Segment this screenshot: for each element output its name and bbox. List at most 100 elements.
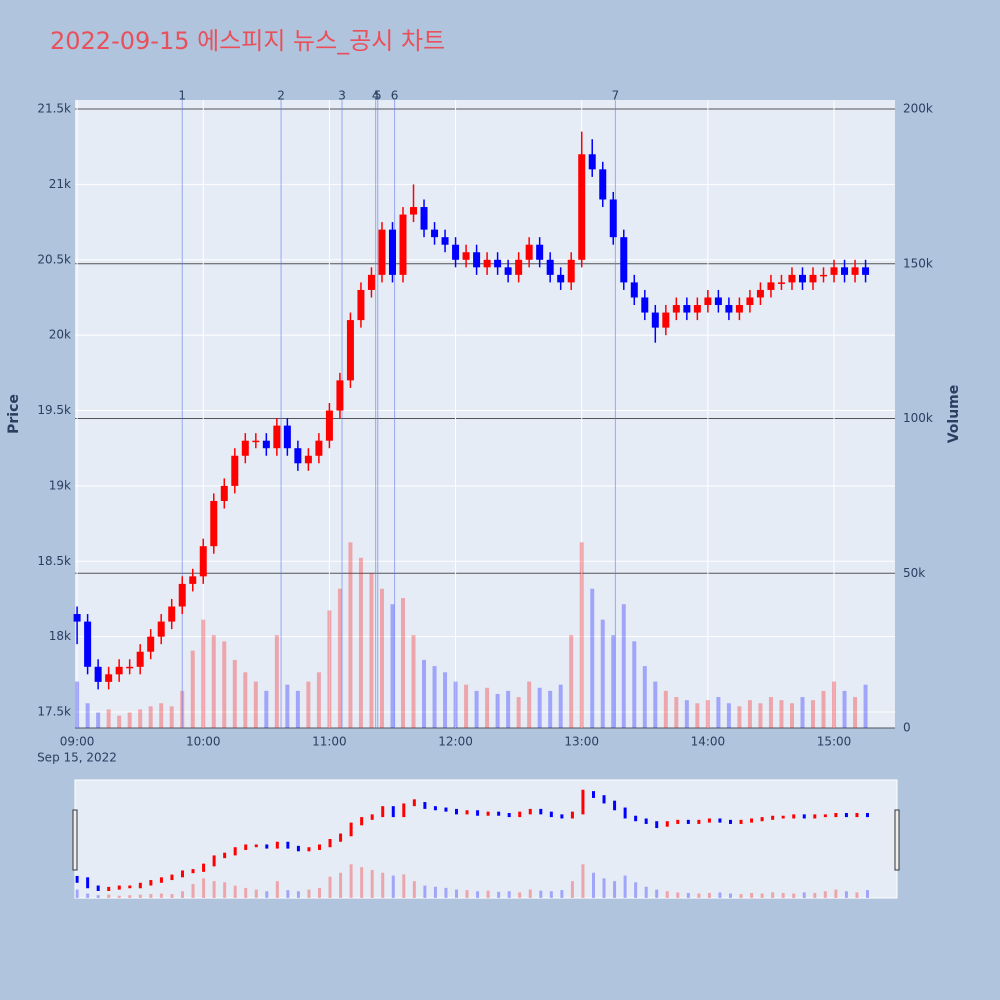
slider-volume-bar bbox=[444, 887, 448, 898]
volume-bar bbox=[306, 681, 311, 728]
slider-handle[interactable] bbox=[894, 809, 900, 871]
candle-body bbox=[536, 244, 544, 260]
slider-volume-bar bbox=[423, 885, 427, 898]
y-tick-label: 21.5k bbox=[37, 102, 71, 116]
volume-bar bbox=[768, 697, 773, 728]
slider-volume-bar bbox=[823, 891, 827, 898]
range-slider[interactable] bbox=[74, 779, 898, 899]
slider-volume-bar bbox=[781, 892, 785, 898]
slider-volume-bar bbox=[180, 891, 184, 898]
slider-volume-bar bbox=[391, 875, 395, 898]
slider-volume-bar bbox=[750, 892, 754, 898]
volume-bar bbox=[653, 681, 658, 728]
slider-volume-bar bbox=[613, 881, 617, 898]
volume-bar bbox=[401, 598, 405, 728]
volume-bar bbox=[106, 709, 111, 728]
candle-body bbox=[525, 244, 533, 260]
volume-bar bbox=[842, 690, 847, 728]
slider-volume-bar bbox=[117, 895, 121, 898]
candle-body bbox=[735, 305, 743, 313]
candle-body bbox=[325, 410, 333, 441]
slider-volume-bar bbox=[728, 893, 732, 898]
slider-volume-bar bbox=[233, 885, 237, 898]
candle-body bbox=[462, 252, 470, 260]
volume-bar bbox=[674, 697, 679, 728]
slider-volume-bar bbox=[339, 872, 343, 898]
candle-body bbox=[630, 282, 638, 298]
candle-body bbox=[283, 425, 291, 449]
volume-bar bbox=[201, 619, 206, 728]
volume-bar bbox=[85, 703, 90, 728]
volume-bar bbox=[506, 690, 511, 728]
candle-body bbox=[641, 297, 649, 313]
volume-bar bbox=[411, 635, 416, 728]
slider-volume-bar bbox=[202, 878, 206, 898]
slider-volume-bar bbox=[465, 890, 469, 898]
candle-body bbox=[809, 274, 817, 283]
y-tick-label: 20.5k bbox=[37, 252, 71, 266]
candle-body bbox=[273, 425, 281, 449]
candle-body bbox=[168, 606, 176, 622]
volume-bar bbox=[159, 703, 164, 728]
candle-body bbox=[851, 267, 859, 275]
slider-volume-bar bbox=[760, 893, 764, 898]
slider-volume-bar bbox=[655, 889, 659, 898]
volume-bar bbox=[390, 604, 395, 728]
slider-volume-bar bbox=[402, 874, 406, 898]
candle-body bbox=[788, 274, 796, 283]
candle-body bbox=[388, 229, 396, 275]
volume-bar bbox=[232, 659, 237, 728]
slider-volume-bar bbox=[771, 892, 775, 898]
volume-bar bbox=[75, 681, 80, 728]
volume-bar bbox=[485, 687, 490, 728]
slider-volume-bar bbox=[296, 891, 300, 898]
slider-volume-bar bbox=[138, 894, 142, 898]
y-tick-label: 18k bbox=[49, 629, 71, 643]
slider-volume-bar bbox=[739, 894, 743, 898]
slider-volume-bar bbox=[286, 890, 290, 898]
candle-body bbox=[199, 546, 207, 577]
candle-body bbox=[189, 576, 197, 584]
candle-body bbox=[420, 207, 428, 230]
y-tick-label: 18.5k bbox=[37, 554, 71, 568]
volume-bar bbox=[358, 557, 363, 728]
volume-bar bbox=[127, 712, 132, 728]
candle-body bbox=[841, 267, 849, 275]
slider-volume-bar bbox=[623, 875, 627, 898]
volume-bar bbox=[579, 542, 584, 728]
y2-tick-label: 0 bbox=[903, 721, 911, 735]
y2-tick-label: 50k bbox=[903, 566, 925, 580]
volume-bar bbox=[747, 700, 752, 728]
y2-axis-title: Volume bbox=[946, 385, 962, 444]
slider-handle[interactable] bbox=[72, 809, 78, 871]
candle-body bbox=[147, 636, 155, 652]
candle-body bbox=[94, 666, 102, 682]
volume-bar bbox=[832, 681, 837, 728]
slider-volume-bar bbox=[697, 893, 701, 898]
volume-bar bbox=[443, 672, 448, 728]
candle-body bbox=[315, 440, 323, 456]
candle-body bbox=[494, 259, 502, 268]
x-tick-label: 12:00 bbox=[438, 735, 473, 749]
volume-bar bbox=[695, 703, 700, 728]
event-label: 4 bbox=[372, 89, 380, 103]
candle-body bbox=[473, 252, 481, 268]
y2-tick-label: 200k bbox=[903, 102, 933, 116]
y-tick-label: 19k bbox=[49, 478, 71, 492]
volume-bar bbox=[96, 712, 101, 728]
y-axis-title: Price bbox=[6, 394, 22, 434]
volume-bar bbox=[758, 703, 763, 728]
slider-volume-bar bbox=[476, 891, 480, 898]
x-tick-label: 14:00 bbox=[691, 735, 726, 749]
slider-volume-bar bbox=[149, 894, 153, 898]
slider-volume-bar bbox=[486, 890, 490, 898]
candle-body bbox=[546, 259, 554, 275]
slider-volume-bar bbox=[497, 891, 501, 898]
slider-volume-bar bbox=[549, 891, 553, 898]
candle-body bbox=[399, 214, 407, 275]
y-tick-label: 21k bbox=[49, 177, 71, 191]
candle-body bbox=[136, 651, 144, 667]
volume-bar bbox=[569, 635, 574, 728]
candle-body bbox=[84, 621, 92, 667]
candle-body bbox=[304, 455, 312, 464]
